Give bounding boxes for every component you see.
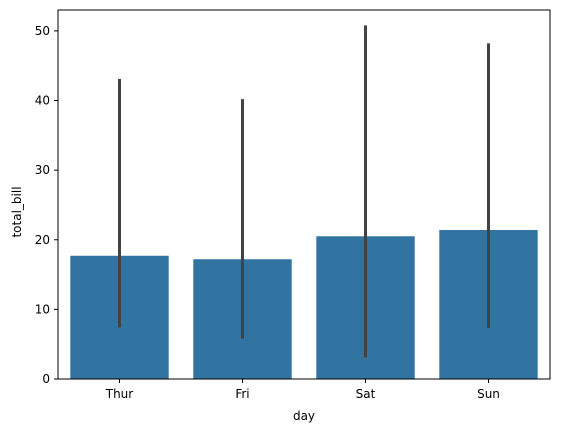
y-tick-label: 40: [35, 94, 50, 108]
y-tick-label: 20: [35, 233, 50, 247]
bars-group: [70, 230, 538, 379]
axes-group: Thur Fri Sat Sun 0 10 20 30 40 50: [35, 9, 551, 401]
error-bars-group: [118, 25, 490, 358]
x-tick-label-sun: Sun: [477, 387, 500, 401]
y-tick-label: 0: [42, 372, 50, 386]
x-axis-title: day: [293, 409, 315, 423]
x-tick-label-sat: Sat: [356, 387, 376, 401]
y-tick-label: 50: [35, 24, 50, 38]
plot-frame: [57, 9, 551, 380]
x-tick-label-fri: Fri: [235, 387, 249, 401]
y-axis-title: total_bill: [10, 186, 24, 237]
x-tick-label-thur: Thur: [105, 387, 134, 401]
y-tick-label: 10: [35, 302, 50, 316]
y-tick-label: 30: [35, 163, 50, 177]
